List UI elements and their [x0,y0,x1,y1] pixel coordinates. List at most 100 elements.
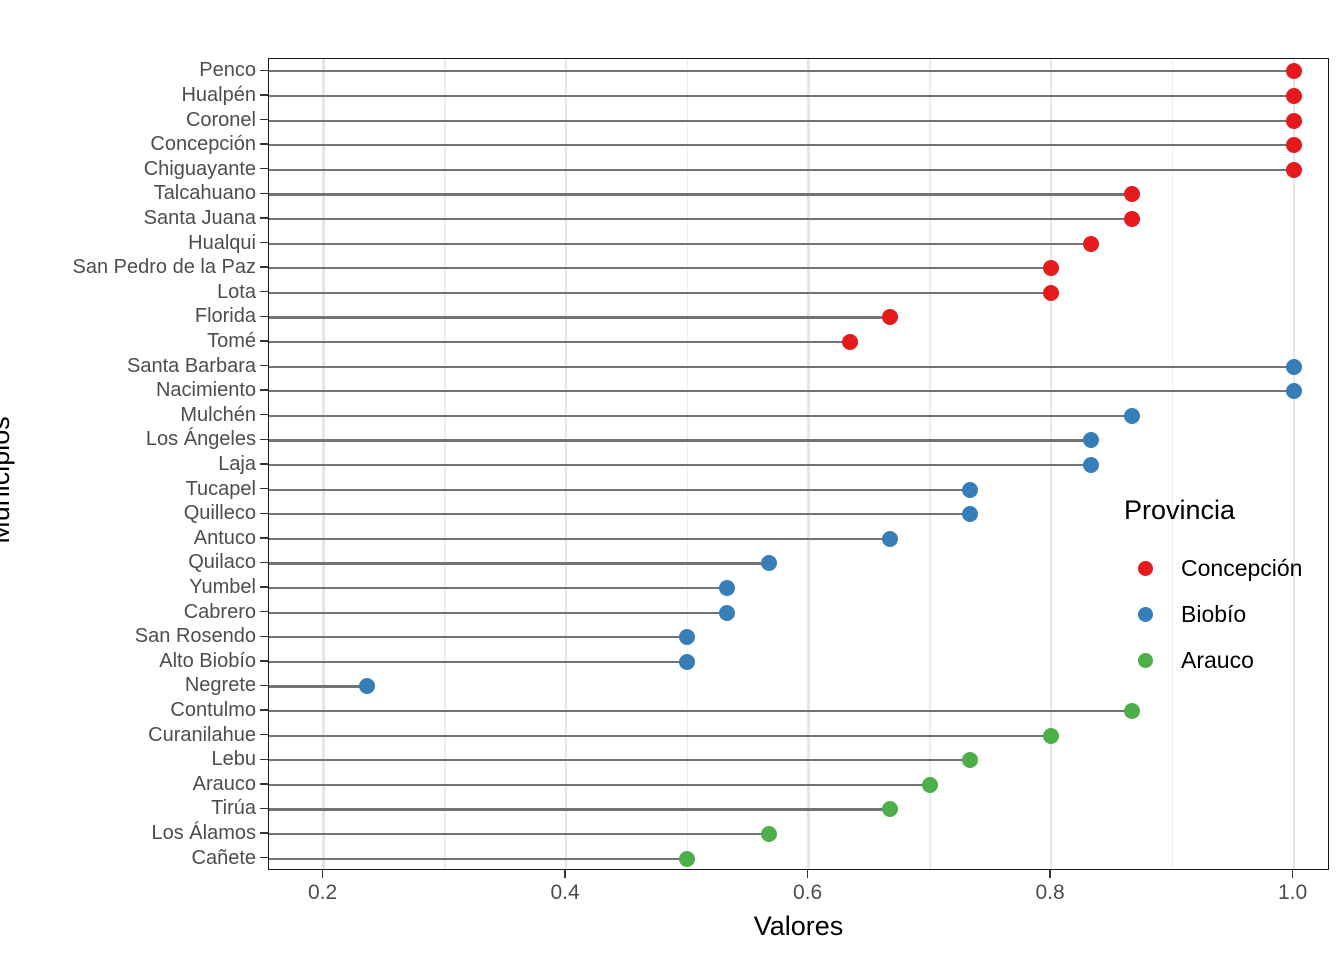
lollipop-row [269,551,1328,575]
data-point[interactable] [679,629,696,646]
y-axis-tick-mark [260,783,268,785]
lollipop-stem [269,340,850,344]
legend-dot-icon [1137,652,1153,668]
data-point[interactable] [881,309,898,326]
data-point[interactable] [1285,87,1302,104]
data-point[interactable] [1083,432,1100,449]
legend-item[interactable]: Concepción [1122,545,1337,591]
y-axis-tick-mark [260,660,268,662]
data-point[interactable] [679,850,696,867]
data-point[interactable] [1043,260,1060,277]
data-point[interactable] [1285,358,1302,375]
legend-key-swatch [1122,545,1168,591]
data-point[interactable] [881,530,898,547]
y-axis-tick-label: San Rosendo [134,625,256,648]
x-axis-tick-mark [321,870,324,878]
y-axis-tick-label: Santa Barbara [127,354,256,377]
data-point[interactable] [1285,137,1302,154]
data-point[interactable] [719,580,736,597]
gridline-minor [1171,59,1174,869]
data-point[interactable] [1043,727,1060,744]
legend-item[interactable]: Biobío [1122,591,1337,637]
lollipop-row [269,601,1328,625]
y-axis-tick-label: Arauco [192,772,256,795]
lollipop-row [269,256,1328,280]
lollipop-row [269,502,1328,526]
y-axis-tick-label: Cabrero [183,600,256,623]
data-point[interactable] [1285,161,1302,178]
y-axis-tick-mark [260,733,268,736]
lollipop-row [269,59,1328,83]
data-point[interactable] [1124,407,1141,424]
lollipop-row [269,207,1328,231]
y-axis-tick-label: Mulchén [180,403,256,426]
y-axis-tick-mark [260,340,268,342]
y-axis-tick-mark [260,217,268,219]
data-point[interactable] [841,333,858,350]
lollipop-row [269,281,1328,305]
data-point[interactable] [719,604,736,621]
lollipop-stem [269,242,1092,245]
y-axis-tick-label: Lota [217,280,256,303]
legend-item[interactable]: Arauco [1122,637,1337,683]
data-point[interactable] [1285,383,1302,400]
lollipop-stem [269,365,1294,368]
data-point[interactable] [760,555,777,572]
y-axis-tick-mark [260,709,268,711]
lollipop-row [269,699,1328,723]
legend: Provincia Concepción Biobío Arauco [1122,495,1337,683]
x-axis-tick-label: 0.6 [792,881,823,904]
lollipop-stem [269,390,1294,393]
data-point[interactable] [1285,63,1302,80]
data-point[interactable] [1124,703,1141,720]
y-axis-tick-label: San Pedro de la Paz [72,256,256,279]
y-axis-tick-label: Cañete [191,846,257,869]
data-point[interactable] [679,653,696,670]
lollipop-stem [269,193,1133,196]
gridline-major [1292,59,1295,869]
lollipop-stem [269,291,1052,294]
y-axis-tick-mark [260,807,268,810]
data-point[interactable] [1285,112,1302,129]
lollipop-row [269,822,1328,846]
data-point[interactable] [1124,186,1141,203]
data-point[interactable] [760,826,777,843]
data-point[interactable] [1083,457,1100,473]
data-point[interactable] [961,506,978,523]
y-axis-tick-mark [260,389,268,391]
lollipop-row [269,650,1328,674]
lollipop-row [269,109,1328,133]
data-point[interactable] [921,776,938,793]
lollipop-stem [269,562,769,565]
y-axis-tick-label: Curanilahue [148,723,256,746]
y-axis-tick-label: Alto Biobío [159,649,256,672]
y-axis-tick-label: Penco [199,59,256,82]
lollipop-stem [269,537,890,540]
lollipop-row [269,84,1328,108]
y-axis-tick-mark [260,487,268,490]
y-axis-tick-label: Chiguayante [143,157,256,180]
data-point[interactable] [961,752,978,769]
data-point[interactable] [359,678,376,695]
y-axis-tick-label: Talcahuano [153,182,256,205]
lollipop-row [269,773,1328,797]
x-axis-tick-mark [806,870,809,878]
lollipop-row [269,453,1328,477]
legend-key-swatch [1122,591,1168,637]
data-point[interactable] [961,481,978,498]
y-axis-tick-label: Tomé [207,329,256,352]
lollipop-stem [269,857,688,860]
data-point[interactable] [1124,210,1141,227]
x-axis-tick-label: 0.2 [307,881,338,904]
data-point[interactable] [1043,284,1060,301]
lollipop-stem [269,464,1092,467]
data-point[interactable] [1083,235,1100,252]
data-point[interactable] [881,801,898,818]
lollipop-row [269,428,1328,452]
lollipop-row [269,133,1328,157]
lollipop-stem [269,144,1294,147]
lollipop-stem [269,94,1294,98]
x-axis-ticks: 0.2 0.4 0.6 0.8 1.0 [268,870,1329,910]
y-axis-tick-mark [260,168,268,170]
legend-items: Concepción Biobío Arauco [1122,545,1337,683]
